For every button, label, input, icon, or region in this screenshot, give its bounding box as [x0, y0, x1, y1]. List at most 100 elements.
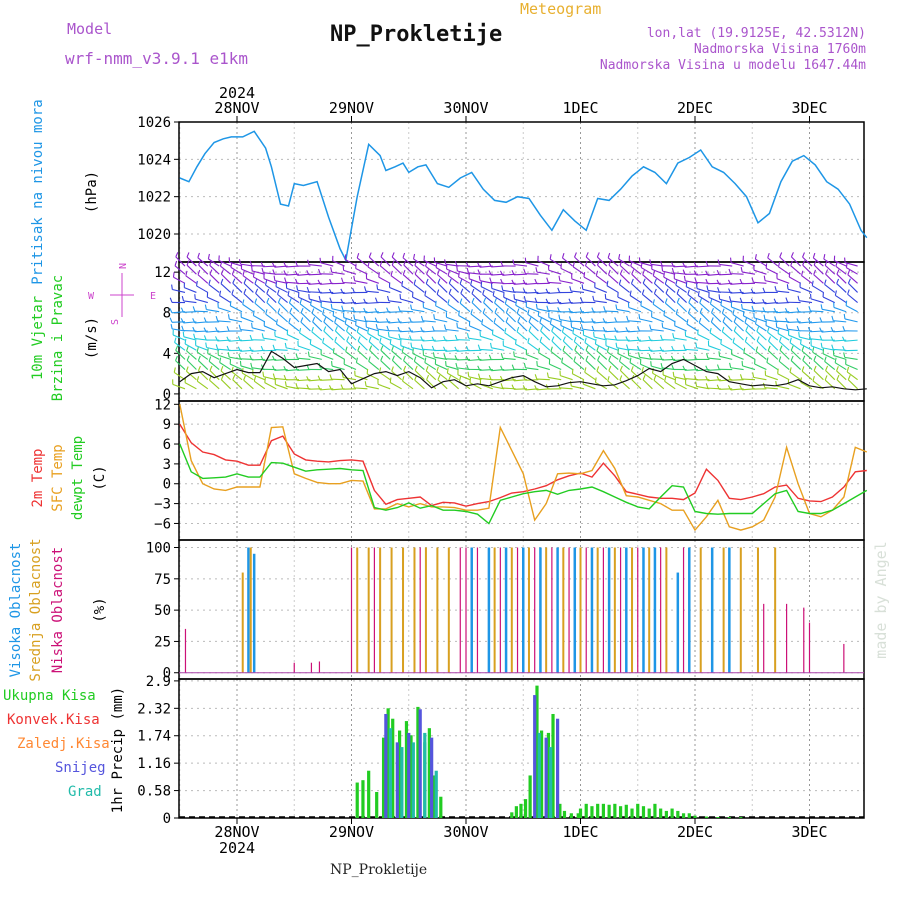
precip-total-bar [590, 806, 594, 818]
wind-barb-feather [391, 355, 395, 361]
wind-barb [631, 273, 642, 284]
wind-barb [446, 268, 459, 275]
wind-barb-feather [252, 271, 255, 278]
wind-barb-feather [650, 361, 652, 367]
wind-barb-feather [364, 381, 367, 387]
wind-barb-feather [584, 260, 588, 266]
cloud-high-bar [470, 547, 473, 673]
precip-legend-item: Ukupna Kisa [3, 688, 96, 704]
wind-barb [391, 350, 402, 360]
wind-barb [275, 383, 288, 390]
wind-barb [209, 370, 220, 381]
wind-barb [252, 327, 265, 332]
wind-barb-feather [306, 384, 310, 390]
wind-barb [378, 276, 391, 284]
wind-barb-feather [718, 294, 721, 300]
wind-barb [755, 323, 767, 332]
wind-barb [310, 304, 323, 313]
temperature-ytick-label: 9 [163, 417, 171, 433]
precip-total-bar [523, 799, 528, 818]
wind-barb-feather [367, 328, 370, 334]
wind-barb-feather [549, 318, 552, 324]
wind-barb-feather [785, 317, 789, 323]
wind-barb [639, 261, 653, 267]
wind-barb [824, 264, 836, 275]
wind-barb [515, 343, 528, 351]
wind-barb-feather [785, 297, 789, 303]
wind-barb [274, 280, 288, 284]
wind-barb-feather [608, 260, 612, 266]
wind-barb [573, 341, 585, 351]
wind-barb [298, 296, 311, 304]
wind-barb-feather [546, 372, 549, 378]
wind-barb [309, 355, 322, 360]
wind-barb-feather [648, 353, 652, 360]
wind-barb-feather [584, 367, 587, 373]
wind-barb-feather [401, 280, 404, 286]
wind-barb [356, 257, 368, 267]
wind-barb-feather [389, 377, 392, 383]
wind-axis-title-2: Brzina i Pravac [50, 275, 66, 401]
wind-barb [559, 387, 573, 390]
wind-barb-feather [432, 352, 435, 358]
wind-barb-feather [596, 252, 600, 258]
wind-barb [388, 336, 402, 341]
wind-barb-feather [511, 384, 515, 390]
wind-barb [562, 331, 573, 341]
wind-barb-feather [283, 354, 287, 360]
wind-barb [458, 276, 471, 284]
wind-barb-feather [437, 278, 441, 284]
wind-barb-feather [322, 309, 325, 315]
wind-barb [253, 380, 266, 390]
wind-barb-feather [169, 317, 173, 323]
wind-barb [550, 323, 562, 332]
precip-total-bar [367, 770, 371, 818]
wind-barb [414, 379, 425, 390]
wind-barb-feather [607, 252, 611, 258]
wind-barb [285, 265, 300, 268]
elevation-info: Nadmorska Visina 1760m [693, 42, 866, 57]
wind-barb-feather [443, 336, 447, 342]
wind-barb [390, 275, 402, 284]
wind-barb [572, 266, 585, 275]
wind-barb [414, 370, 425, 381]
wind-barb-feather [226, 336, 230, 342]
wind-barb-feather [307, 351, 310, 357]
wind-barb [538, 315, 551, 323]
wind-barb [813, 274, 824, 284]
temperature-ytick-label: 3 [163, 457, 171, 473]
wind-barb-feather [659, 346, 663, 352]
wind-barb-feather [196, 346, 199, 353]
meteogram-subtitle: Meteogram [520, 0, 602, 18]
wind-barb-feather [185, 270, 188, 276]
wind-barb [710, 321, 722, 332]
wind-barb [731, 353, 744, 360]
wind-barb [468, 337, 482, 341]
wind-barb [389, 287, 402, 293]
pressure-line [179, 130, 868, 263]
cloud-low-bar [585, 547, 587, 673]
wind-barb [436, 293, 448, 304]
wind-barb-feather [648, 346, 652, 352]
wind-barb-feather [637, 326, 640, 332]
cloud-mid-bar [424, 547, 427, 673]
precip-total-bar [739, 817, 743, 818]
wind-barb [354, 318, 368, 323]
wind-barb-feather [192, 318, 196, 324]
wind-barb-feather [763, 314, 766, 320]
wind-barb [514, 298, 528, 304]
wind-barb-feather [255, 288, 259, 294]
wind-barb [551, 330, 562, 341]
wind-barb [822, 296, 836, 304]
wind-barb-feather [574, 252, 577, 258]
wind-barb [802, 256, 813, 267]
cloud-mid-bar [579, 547, 582, 673]
wind-barb [651, 365, 664, 371]
cloud-high-bar [607, 547, 611, 673]
wind-barb-feather [670, 355, 675, 361]
wind-barb-feather [728, 296, 732, 302]
wind-barb-feather [260, 261, 264, 267]
precip-total-bar [607, 804, 611, 818]
wind-barb-feather [376, 284, 379, 290]
precip-total-bar [409, 735, 413, 818]
